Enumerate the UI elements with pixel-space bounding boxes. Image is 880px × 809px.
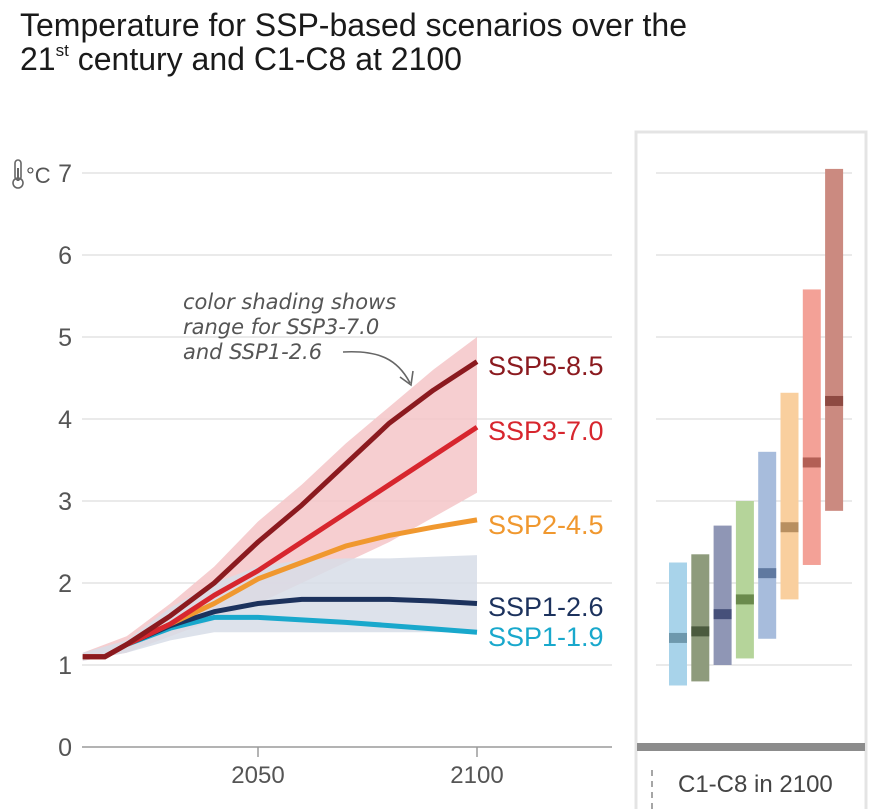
band-SSP1-2.6 xyxy=(82,555,478,661)
y-tick-0: 0 xyxy=(58,734,72,762)
annotation-arrowhead xyxy=(399,370,414,387)
range-median-c2 xyxy=(691,626,710,637)
series-label-SSP1-1.9: SSP1-1.9 xyxy=(488,622,604,652)
y-axis-unit: °C xyxy=(26,163,51,188)
y-axis-ticks: 0 1 2 3 4 5 6 7 xyxy=(58,160,72,762)
range-bar-c2 xyxy=(691,554,710,682)
range-median-c3 xyxy=(713,609,732,620)
range-bar-c8 xyxy=(825,168,844,511)
annotation-arrow xyxy=(342,350,411,384)
range-bar-c5 xyxy=(758,451,777,639)
y-tick-6: 6 xyxy=(58,242,72,270)
annotation-line-1: color shading shows xyxy=(183,290,396,314)
title-line-1: Temperature for SSP-based scenarios over… xyxy=(20,7,687,43)
uncertainty-bands xyxy=(82,337,478,661)
range-median-c6 xyxy=(780,522,799,533)
y-tick-7: 7 xyxy=(58,160,72,188)
title-number: 21 xyxy=(20,41,56,77)
y-tick-1: 1 xyxy=(58,652,72,680)
title-superscript: st xyxy=(55,41,69,60)
thermometer-icon xyxy=(12,159,24,189)
series-label-SSP3-7.0: SSP3-7.0 xyxy=(488,416,604,446)
range-median-c1 xyxy=(669,632,687,643)
y-tick-5: 5 xyxy=(58,324,72,352)
x-tick-2050: 2050 xyxy=(231,762,284,789)
range-bar-c4 xyxy=(735,501,754,659)
chart-title: Temperature for SSP-based scenarios over… xyxy=(20,8,687,76)
range-bar-c7 xyxy=(802,289,821,565)
range-median-c7 xyxy=(802,457,821,468)
annotation-line-3: and SSP1-2.6 xyxy=(183,340,322,364)
y-tick-4: 4 xyxy=(58,406,72,434)
c1-c8-label: C1-C8 in 2100 xyxy=(678,771,833,798)
y-tick-3: 3 xyxy=(58,488,72,516)
range-bar-c1 xyxy=(669,562,687,686)
band-SSP3-7.0 xyxy=(82,337,478,661)
x-axis: 2050 2100 xyxy=(82,743,865,789)
c1-c8-panel-frame xyxy=(634,130,868,809)
annotation-line-2: range for SSP3-7.0 xyxy=(183,315,379,339)
panel-baseline xyxy=(637,743,865,751)
range-median-c8 xyxy=(825,395,844,406)
series-label-SSP2-4.5: SSP2-4.5 xyxy=(488,510,604,540)
series-line-SSP5-8.5 xyxy=(82,359,479,660)
range-bar-c3 xyxy=(713,525,732,665)
y-tick-2: 2 xyxy=(58,570,72,598)
series-label-SSP5-8.5: SSP5-8.5 xyxy=(488,351,604,381)
c1-c8-ranges xyxy=(669,168,844,686)
range-median-c4 xyxy=(735,594,754,605)
range-median-c5 xyxy=(758,568,777,579)
x-tick-2100: 2100 xyxy=(450,762,503,789)
series-label-SSP1-2.6: SSP1-2.6 xyxy=(488,592,604,622)
range-bar-c6 xyxy=(780,392,799,600)
title-line-2: century and C1-C8 at 2100 xyxy=(77,41,462,77)
